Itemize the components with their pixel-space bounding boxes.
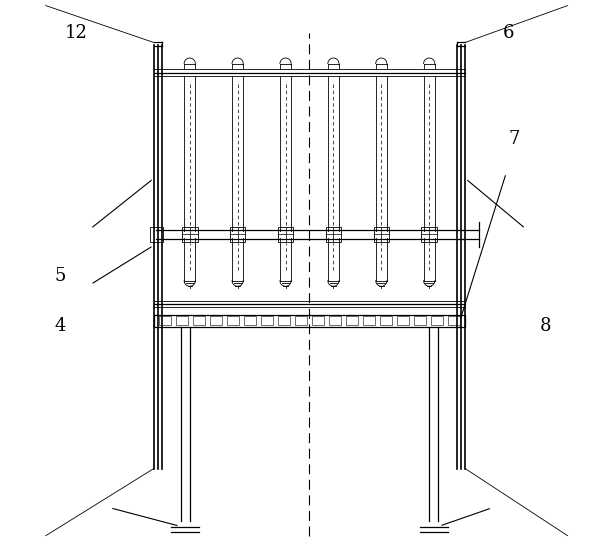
- Bar: [325, 227, 341, 242]
- Bar: [422, 227, 437, 242]
- Bar: [193, 316, 205, 325]
- Text: 7: 7: [509, 131, 520, 148]
- Bar: [397, 316, 409, 325]
- Bar: [414, 316, 426, 325]
- Bar: [149, 227, 163, 242]
- Bar: [210, 316, 222, 325]
- Text: 4: 4: [54, 318, 65, 335]
- Bar: [295, 316, 307, 325]
- Bar: [154, 315, 465, 327]
- Bar: [431, 316, 443, 325]
- Text: 8: 8: [540, 318, 551, 335]
- Bar: [230, 227, 246, 242]
- Bar: [278, 227, 293, 242]
- Bar: [312, 316, 324, 325]
- Bar: [448, 316, 460, 325]
- Bar: [227, 316, 239, 325]
- Text: 5: 5: [54, 267, 65, 285]
- Bar: [329, 316, 341, 325]
- Bar: [346, 316, 358, 325]
- Bar: [373, 227, 389, 242]
- Bar: [363, 316, 375, 325]
- Text: 12: 12: [65, 25, 88, 42]
- Bar: [176, 316, 188, 325]
- Text: 6: 6: [503, 25, 515, 42]
- Bar: [278, 316, 290, 325]
- Bar: [159, 316, 171, 325]
- Bar: [261, 316, 273, 325]
- Bar: [244, 316, 256, 325]
- Bar: [380, 316, 392, 325]
- Bar: [182, 227, 198, 242]
